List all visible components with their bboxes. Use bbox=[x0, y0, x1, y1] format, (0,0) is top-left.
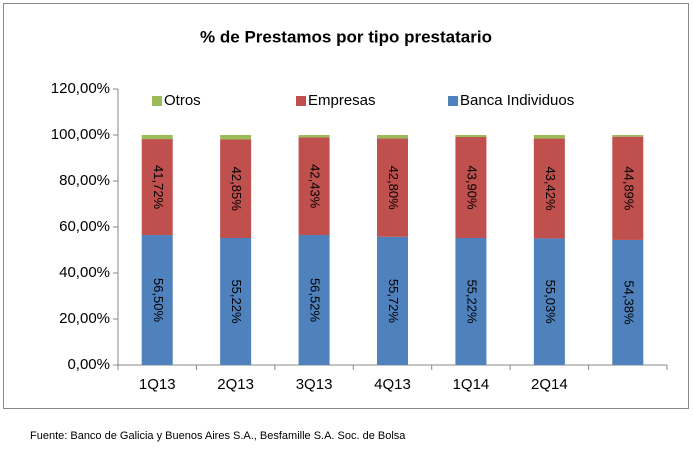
x-tick-label: 1Q14 bbox=[453, 376, 490, 393]
bar-segment bbox=[377, 138, 408, 237]
x-tick-label: 4Q13 bbox=[374, 376, 411, 393]
source-note: Fuente: Banco de Galicia y Buenos Aires … bbox=[30, 430, 406, 442]
y-tick-label: 20,00% bbox=[59, 310, 110, 327]
bar-segment bbox=[141, 139, 173, 236]
legend-swatch bbox=[152, 96, 162, 106]
data-label: 55,22% bbox=[464, 279, 479, 324]
x-tick-label: 3Q13 bbox=[296, 376, 333, 393]
bar-segment bbox=[612, 239, 644, 365]
bar-segment bbox=[533, 135, 565, 139]
data-label: 41,72% bbox=[151, 165, 166, 210]
data-label: 42,80% bbox=[386, 166, 401, 211]
bar-segment bbox=[141, 135, 173, 140]
data-label: 55,72% bbox=[386, 279, 401, 324]
y-tick-label: 100,00% bbox=[51, 126, 110, 143]
bar-segment bbox=[220, 237, 252, 365]
x-tick-label: 2Q14 bbox=[531, 376, 568, 393]
chart-frame bbox=[3, 3, 689, 409]
data-label: 44,89% bbox=[621, 166, 636, 211]
bar-segment bbox=[377, 135, 408, 139]
bar-segment bbox=[141, 235, 173, 365]
data-label: 55,22% bbox=[229, 279, 244, 324]
data-label: 42,85% bbox=[229, 167, 244, 212]
legend-swatch bbox=[448, 96, 458, 106]
bar-segment bbox=[298, 235, 330, 365]
data-label: 43,90% bbox=[464, 165, 479, 210]
bar-segment bbox=[298, 137, 330, 236]
bar-segment bbox=[455, 137, 487, 238]
data-label: 56,50% bbox=[151, 278, 166, 323]
chart-title: % de Prestamos por tipo prestatario bbox=[200, 27, 492, 46]
x-tick-label: 1Q13 bbox=[139, 376, 176, 393]
bar-segment bbox=[612, 136, 644, 240]
data-label: 43,42% bbox=[543, 166, 558, 211]
y-tick-label: 80,00% bbox=[59, 172, 110, 189]
y-tick-label: 60,00% bbox=[59, 218, 110, 235]
data-label: 42,43% bbox=[308, 164, 323, 209]
bar-segment bbox=[455, 237, 487, 365]
data-label: 55,03% bbox=[543, 280, 558, 325]
x-tick-label: 2Q13 bbox=[217, 376, 254, 393]
bar-segment bbox=[220, 139, 252, 238]
data-label: 54,38% bbox=[621, 280, 636, 325]
y-tick-label: 40,00% bbox=[59, 264, 110, 281]
legend-label: Empresas bbox=[308, 92, 376, 109]
bar-segment bbox=[533, 238, 565, 365]
legend-label: Banca Individuos bbox=[460, 92, 574, 109]
legend-swatch bbox=[296, 96, 306, 106]
y-tick-label: 120,00% bbox=[51, 80, 110, 97]
bar-segment bbox=[612, 135, 644, 137]
legend-label: Otros bbox=[164, 92, 201, 109]
data-label: 56,52% bbox=[308, 278, 323, 323]
bar-segment bbox=[220, 135, 252, 140]
bar-segment bbox=[377, 236, 408, 365]
y-tick-label: 0,00% bbox=[67, 356, 110, 373]
bar-segment bbox=[533, 138, 565, 239]
bar-segment bbox=[455, 135, 487, 138]
bar-segment bbox=[298, 135, 330, 138]
